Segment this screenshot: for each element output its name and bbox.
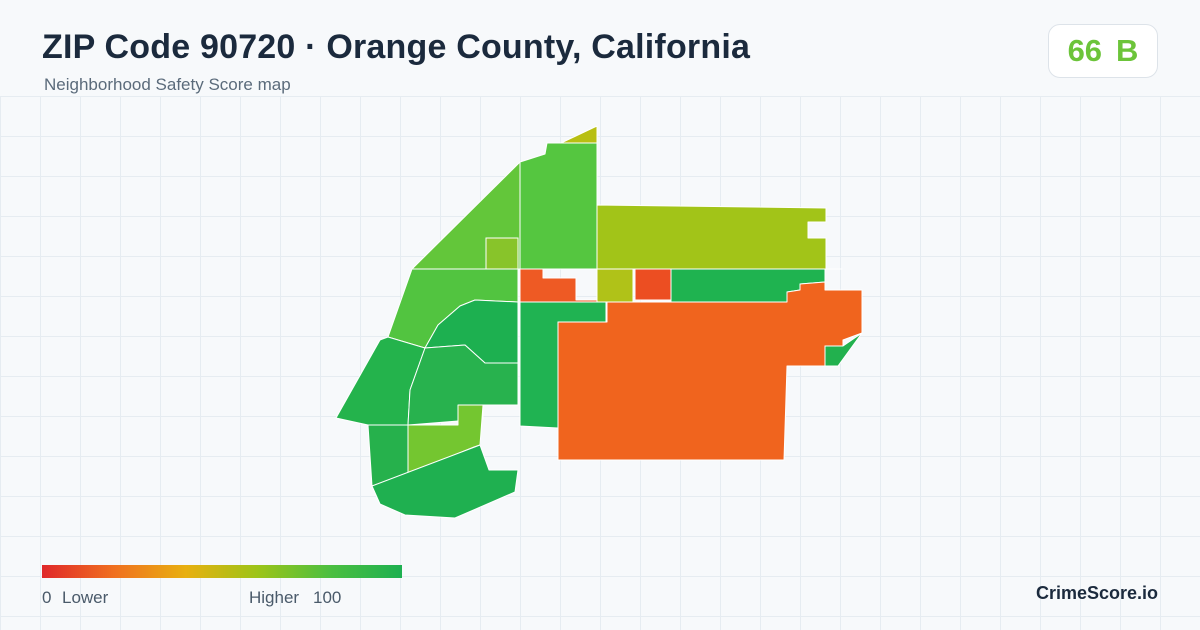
legend-min-label: 0 [42, 588, 52, 607]
map-region-southeast-large[interactable] [557, 281, 863, 461]
map-region-center-left-red[interactable] [519, 268, 598, 303]
page-title: ZIP Code 90720 · Orange County, Californ… [42, 28, 751, 66]
legend-gradient-bar [42, 565, 402, 578]
map-region-east-upper[interactable] [596, 204, 843, 270]
map-region-west-left[interactable] [407, 344, 519, 426]
map-region-center-small-yellow[interactable] [596, 268, 634, 303]
score-grade: B [1116, 33, 1139, 68]
map-region-north-tip[interactable] [560, 125, 598, 144]
map-region-north-center[interactable] [519, 142, 598, 270]
legend-max-label: 100 [313, 588, 342, 607]
map-region-east-fragment[interactable] [824, 332, 863, 367]
page-subtitle: Neighborhood Safety Score map [44, 75, 291, 94]
score-value: 66 [1067, 33, 1103, 68]
map-region-small-block[interactable] [485, 237, 519, 270]
legend-low-label: Lower [62, 588, 109, 607]
map-region-south-strip[interactable] [371, 444, 519, 519]
brand-logo-text: CrimeScore.io [1036, 583, 1159, 603]
map-region-center-small-red[interactable] [634, 268, 672, 301]
safety-score-badge: 66 B [1048, 24, 1158, 78]
legend-high-label: Higher [249, 588, 300, 607]
